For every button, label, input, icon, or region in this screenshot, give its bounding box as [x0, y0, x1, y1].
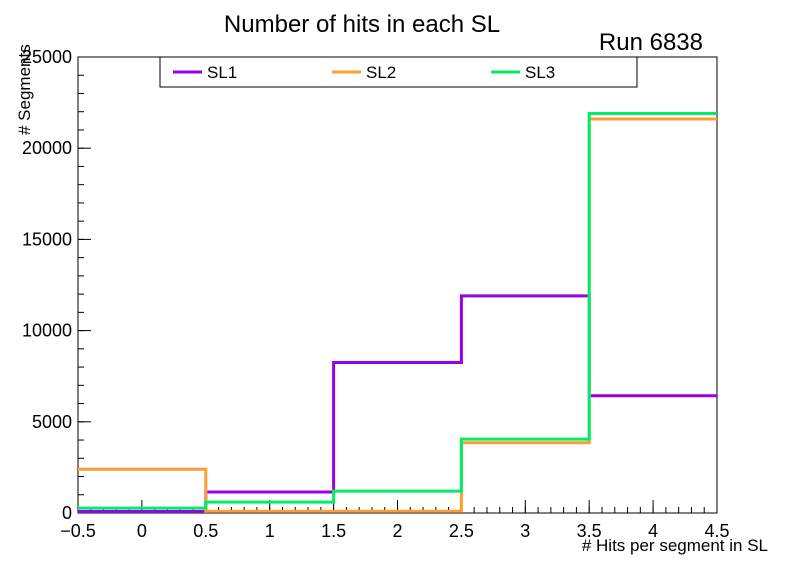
y-tick-label: 5000	[32, 412, 72, 432]
legend-box	[159, 56, 638, 88]
x-tick-label: 3.5	[577, 521, 602, 541]
plot-frame	[77, 56, 718, 514]
x-tick-label: 2	[392, 521, 402, 541]
legend-label-SL1: SL1	[207, 63, 237, 82]
legend-label-SL3: SL3	[525, 63, 555, 82]
x-tick-label: 0	[137, 521, 147, 541]
legend-label-SL2: SL2	[366, 63, 396, 82]
series-path-SL2	[78, 117, 717, 513]
legend-entry-SL2: SL2	[332, 63, 396, 82]
y-tick-label: 0	[62, 503, 72, 523]
legend-entry-SL3: SL3	[491, 63, 555, 82]
y-tick-label: 25000	[22, 47, 72, 67]
x-tick-label: 4	[648, 521, 658, 541]
legend: SL1 SL2 SL3	[159, 56, 638, 88]
x-tick-label: 0.5	[193, 521, 218, 541]
legend-entry-SL1: SL1	[173, 63, 237, 82]
x-tick-label: −0.5	[60, 521, 96, 541]
series-path-SL3	[78, 112, 717, 510]
x-tick-label: 1.5	[321, 521, 346, 541]
y-tick-label: 20000	[22, 138, 72, 158]
x-tick-label: 3	[520, 521, 530, 541]
series-path-SL1	[78, 294, 717, 513]
chart-title: Number of hits in each SL	[223, 11, 501, 38]
x-tick-label: 1	[265, 521, 275, 541]
y-tick-label: 10000	[22, 321, 72, 341]
x-tick-label: 2.5	[449, 521, 474, 541]
x-tick-label: 4.5	[704, 521, 729, 541]
y-axis-ticks	[78, 56, 91, 514]
y-axis-title: # Segments	[15, 44, 34, 135]
x-axis-title: # Hits per segment in SL	[582, 536, 768, 555]
y-tick-label: 15000	[22, 229, 72, 249]
run-label: Run 6838	[598, 29, 703, 56]
